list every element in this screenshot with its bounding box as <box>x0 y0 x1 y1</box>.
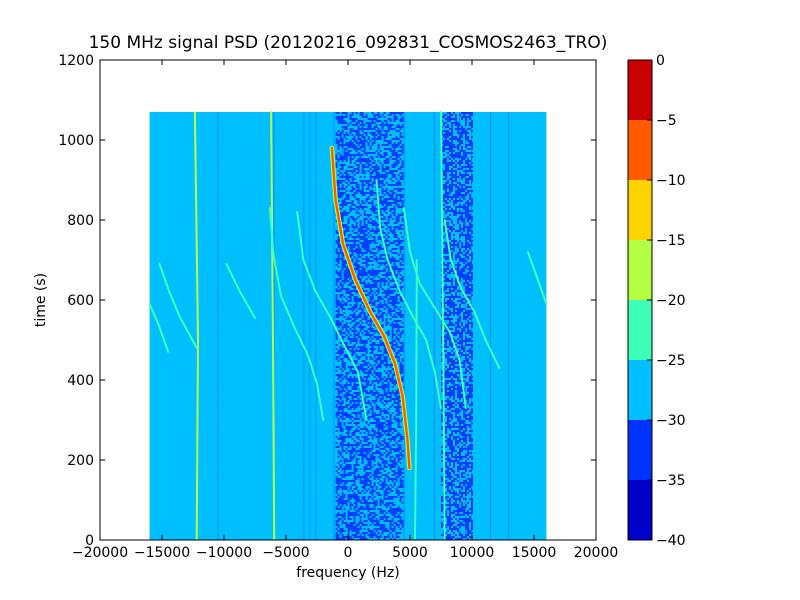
y-tick-label: 600 <box>67 293 94 309</box>
noise-band <box>403 112 442 540</box>
x-tick-label: −20000 <box>72 545 128 561</box>
colorbar-segment <box>628 360 652 420</box>
x-tick-label: 10000 <box>450 545 495 561</box>
chart-title: 150 MHz signal PSD (20120216_092831_COSM… <box>89 33 608 53</box>
x-tick-label: 5000 <box>392 545 428 561</box>
y-axis: 0 200 400 600 800 1000 1200 <box>58 53 596 549</box>
noise-streak <box>341 112 343 540</box>
signal-trace <box>158 263 198 349</box>
noise-band <box>267 112 336 540</box>
colorbar-segment <box>628 120 652 180</box>
colorbar-tick-label: 0 <box>656 53 665 69</box>
colorbar-segment <box>628 60 652 120</box>
colorbar-tick-label: −25 <box>656 353 686 369</box>
colorbar-tick-label: −20 <box>656 293 686 309</box>
signal-trace <box>526 251 548 305</box>
signal-trace <box>375 179 442 409</box>
noise-speckle <box>267 112 336 540</box>
y-tick-label: 800 <box>67 213 94 229</box>
signal-traces <box>148 111 548 541</box>
signal-trace <box>414 259 418 541</box>
y-axis-label: time (s) <box>33 273 49 327</box>
signal-trace <box>402 207 467 409</box>
colorbar-segment <box>628 180 652 240</box>
y-tick-label: 400 <box>67 373 94 389</box>
y-tick-label: 1200 <box>58 53 94 69</box>
signal-trace <box>296 211 368 421</box>
signal-trace <box>270 111 276 541</box>
signal-trace <box>330 146 411 470</box>
signal-trace <box>440 111 446 541</box>
x-tick-label: 15000 <box>512 545 557 561</box>
noise-band <box>441 112 473 540</box>
x-tick-label: −5000 <box>262 545 309 561</box>
colorbar-tick-label: −5 <box>656 113 677 129</box>
colorbar-tick-label: −35 <box>656 473 686 489</box>
colorbar-segment <box>628 420 652 480</box>
signal-trace <box>443 219 501 369</box>
colorbar-segment <box>628 480 652 540</box>
colorbar-tick-label: −10 <box>656 173 686 189</box>
colorbar-tick-label: −15 <box>656 233 686 249</box>
noise-speckle <box>205 112 268 540</box>
colorbar-tick-label: −40 <box>656 533 686 549</box>
colorbar: 0 −5 −10 −15 −20 −25 −30 −35 −40 <box>627 53 686 549</box>
signal-trace <box>225 263 256 319</box>
x-axis: −20000 −15000 −10000 −5000 0 5000 10000 15000 20… <box>72 60 618 561</box>
heatmap-noise <box>205 112 510 540</box>
x-tick-label: −15000 <box>134 545 190 561</box>
x-tick-label: 20000 <box>574 545 619 561</box>
y-tick-label: 0 <box>85 533 94 549</box>
plot-area <box>99 59 597 541</box>
noise-band <box>205 112 268 540</box>
signal-trace <box>193 111 199 541</box>
noise-streak <box>459 112 472 540</box>
noise-speckle <box>441 112 473 540</box>
colorbar-segment <box>628 240 652 300</box>
colorbar-tick-label: −30 <box>656 413 686 429</box>
x-tick-label: −10000 <box>196 545 252 561</box>
y-tick-label: 200 <box>67 453 94 469</box>
signal-trace <box>268 207 325 421</box>
noise-streak <box>273 112 335 540</box>
noise-band <box>335 112 404 540</box>
noise-speckle <box>335 112 404 540</box>
x-axis-label: frequency (Hz) <box>296 565 399 581</box>
noise-streak <box>217 112 219 540</box>
noise-speckle <box>403 112 442 540</box>
y-tick-label: 1000 <box>58 133 94 149</box>
x-tick-label: 0 <box>344 545 353 561</box>
colorbar-segment <box>628 300 652 360</box>
signal-trace <box>148 303 170 353</box>
